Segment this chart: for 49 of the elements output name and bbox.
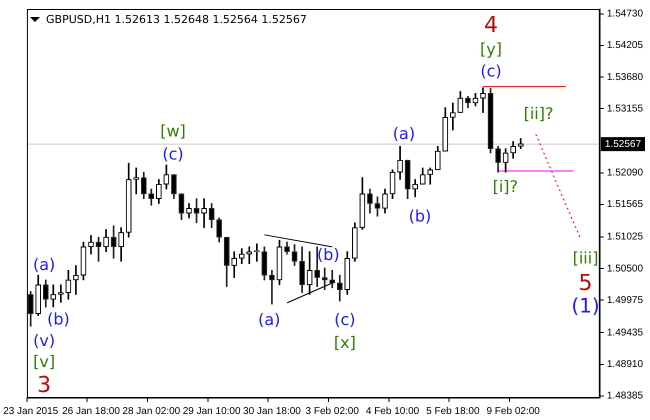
x-tick-label: 4 Feb 10:00 bbox=[366, 406, 420, 417]
x-tick-label: 29 Jan 10:00 bbox=[182, 406, 241, 417]
x-tick-label: 3 Feb 02:00 bbox=[306, 406, 360, 417]
y-tick-label: 1.48910 bbox=[606, 359, 644, 370]
x-tick-label: 30 Jan 18:00 bbox=[243, 406, 302, 417]
annotation: (b) bbox=[316, 244, 340, 264]
annotation: 3 bbox=[37, 373, 52, 398]
candlestick bbox=[194, 198, 200, 224]
annotation: (c) bbox=[162, 144, 184, 164]
annotation: [w] bbox=[160, 121, 186, 140]
annotation: [i]? bbox=[492, 177, 518, 196]
annotation: (a) bbox=[32, 254, 56, 274]
annotation: (c) bbox=[480, 62, 502, 81]
y-tick-label: 1.51025 bbox=[606, 232, 644, 243]
x-tick-label: 5 Feb 18:00 bbox=[426, 406, 480, 417]
y-tick-label: 1.50500 bbox=[606, 263, 644, 274]
y-tick-label: 1.49435 bbox=[606, 327, 644, 338]
y-tick-label: 1.53155 bbox=[606, 103, 644, 114]
annotation: (b) bbox=[47, 309, 70, 328]
chart-title: GBPUSD,H1 1.52613 1.52648 1.52564 1.52567 bbox=[46, 13, 307, 26]
x-tick-label: 9 Feb 02:00 bbox=[486, 406, 540, 417]
y-tick-label: 1.52090 bbox=[606, 168, 644, 179]
annotation: (b) bbox=[408, 206, 432, 226]
y-tick-label: 1.54730 bbox=[606, 8, 644, 20]
y-tick-label: 1.48385 bbox=[606, 390, 644, 402]
annotation: (a) bbox=[392, 124, 416, 144]
ref-line-label: 1.52567 bbox=[604, 138, 642, 150]
annotation: [v] bbox=[33, 352, 56, 372]
x-tick-label: 23 Jan 2015 bbox=[3, 406, 59, 417]
annotation: [y] bbox=[480, 39, 502, 58]
y-tick-label: 1.51565 bbox=[606, 199, 644, 210]
x-tick-label: 28 Jan 02:00 bbox=[122, 406, 181, 417]
candlestick bbox=[96, 236, 102, 262]
annotation: (c) bbox=[334, 310, 356, 330]
annotation: 4 bbox=[484, 13, 498, 38]
annotation: [x] bbox=[334, 333, 356, 352]
y-tick-label: 1.54205 bbox=[606, 40, 644, 52]
annotation: [iii] bbox=[572, 248, 598, 268]
candlestick bbox=[201, 198, 207, 228]
annotation: (v) bbox=[33, 330, 56, 350]
annotation: (1) bbox=[571, 294, 600, 318]
annotation: (a) bbox=[258, 310, 280, 330]
y-tick-label: 1.49975 bbox=[606, 294, 644, 306]
x-tick-label: 26 Jan 18:00 bbox=[62, 406, 120, 417]
annotation: 5 bbox=[578, 271, 593, 296]
candlestick bbox=[269, 270, 275, 304]
y-tick-label: 1.53680 bbox=[606, 72, 644, 83]
candlestick bbox=[480, 88, 486, 113]
annotation: [ii]? bbox=[524, 104, 554, 123]
